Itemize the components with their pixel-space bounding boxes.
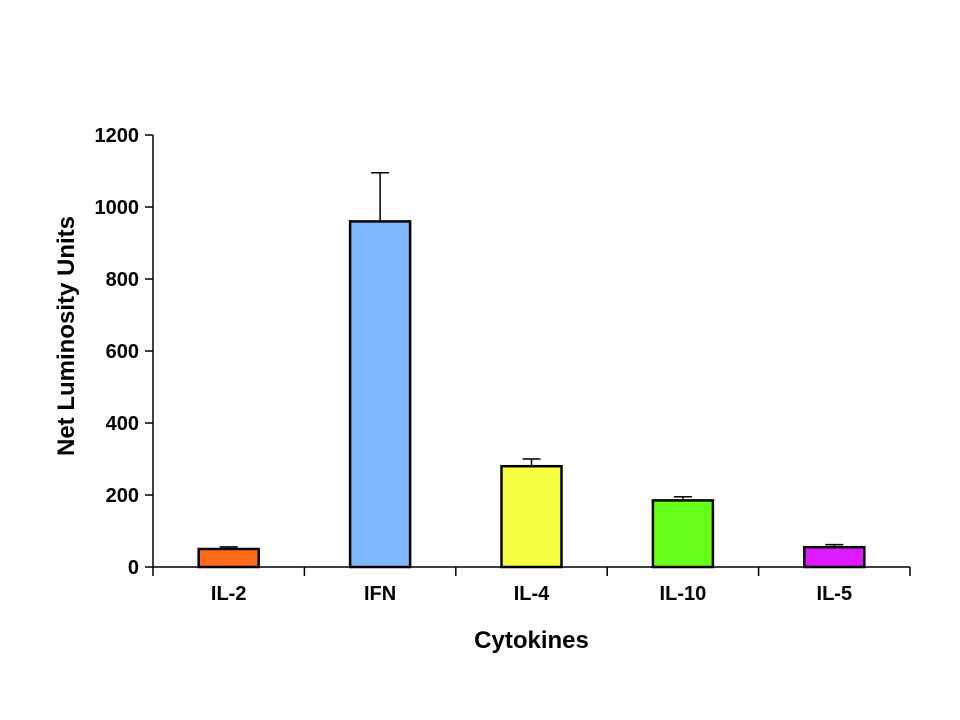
bar-ifn — [348, 220, 412, 569]
y-tick-label: 200 — [106, 485, 139, 507]
x-tick-label: IL-5 — [817, 583, 853, 605]
x-axis-ticks: IL-2 IFN IL-4 IL-10 IL-5 — [152, 567, 911, 605]
bar-il-4 — [500, 464, 563, 569]
x-tick-label: IFN — [364, 583, 396, 605]
bars — [197, 172, 866, 569]
y-tick-label: 400 — [106, 413, 139, 435]
y-tick-label: 1000 — [95, 197, 140, 219]
bar-il-5 — [803, 545, 866, 569]
x-tick-label: IL-4 — [514, 583, 550, 605]
y-axis-ticks: 0 200 400 600 800 1000 1200 — [95, 125, 153, 579]
y-tick-label: 800 — [106, 269, 139, 291]
x-tick-label: IL-10 — [660, 583, 707, 605]
y-tick-label: 1200 — [95, 125, 140, 147]
y-tick-label: 0 — [128, 557, 139, 579]
x-tick-label: IL-2 — [211, 583, 247, 605]
bar-il-2 — [197, 547, 260, 569]
y-tick-label: 600 — [106, 341, 139, 363]
y-axis-title: Net Luminosity Units — [53, 216, 80, 456]
x-axis-title: Cytokines — [474, 627, 589, 654]
bar-il-10 — [651, 499, 715, 569]
